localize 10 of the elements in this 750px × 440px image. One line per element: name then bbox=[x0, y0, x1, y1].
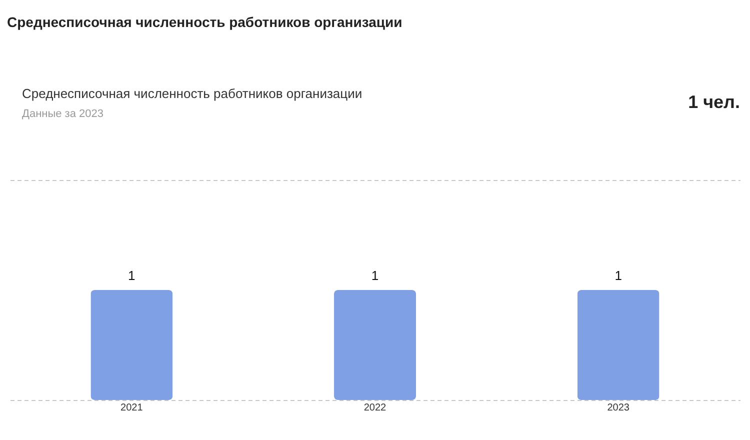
x-tick-label: 2023 bbox=[607, 402, 630, 414]
data-label: 1 bbox=[614, 268, 622, 283]
x-tick-label: 2021 bbox=[120, 402, 144, 414]
data-label: 1 bbox=[371, 268, 379, 283]
data-label: 1 bbox=[128, 268, 136, 283]
chart-title: Среднесписочная численность работников организации bbox=[7, 14, 402, 30]
chart-subtitle: Среднесписочная численность работников организации bbox=[22, 86, 362, 101]
text: Данные за 2023 bbox=[22, 108, 104, 120]
text: 1 чел. bbox=[688, 92, 740, 112]
x-tick-label: 2022 bbox=[364, 402, 387, 414]
